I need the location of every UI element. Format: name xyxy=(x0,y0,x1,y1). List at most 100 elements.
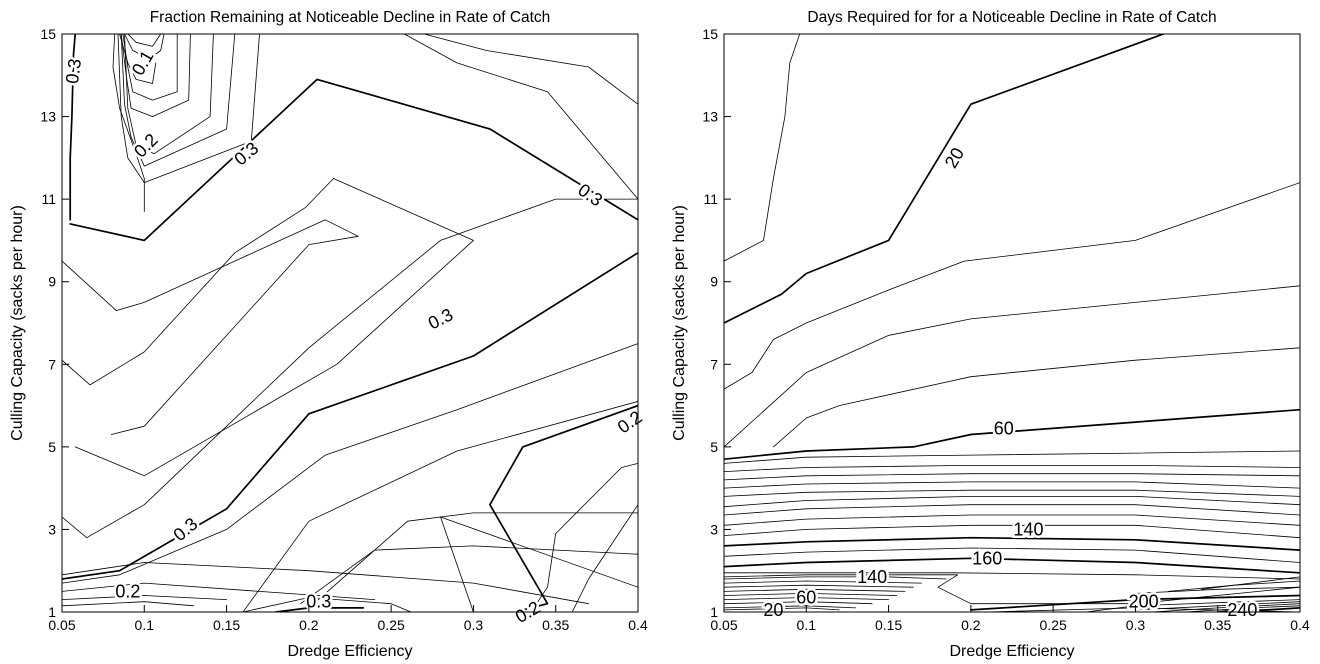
contour-label: 60 xyxy=(796,588,816,608)
x-tick-label: 0.25 xyxy=(378,617,405,633)
contour-line xyxy=(724,34,1165,324)
days-required-chart: Days Required for for a Noticeable Decli… xyxy=(671,9,1310,660)
contour-line xyxy=(440,516,638,612)
contour-line xyxy=(773,347,1300,448)
contour-label: 0.3 xyxy=(230,138,262,169)
contour-line xyxy=(724,408,1300,461)
x-tick-label: 0.25 xyxy=(1040,617,1067,633)
contour-label: 20 xyxy=(763,600,783,620)
contour-label: 0.3 xyxy=(425,304,456,333)
x-tick-label: 0.3 xyxy=(1126,617,1146,633)
contour-label: 240 xyxy=(1227,600,1257,620)
contour-line xyxy=(724,597,889,600)
contour-line xyxy=(1135,586,1300,594)
contour-line xyxy=(124,34,214,155)
contour-line xyxy=(242,597,412,612)
y-tick-label: 9 xyxy=(48,274,56,290)
contour-label: 0.3 xyxy=(169,514,201,545)
contour-line xyxy=(724,601,873,605)
contour-line xyxy=(571,504,638,612)
contour-lines xyxy=(724,34,1300,612)
x-tick-label: 0.15 xyxy=(213,617,240,633)
contour-line xyxy=(62,601,195,607)
x-tick-label: 0.4 xyxy=(628,617,648,633)
y-tick-label: 15 xyxy=(40,26,56,42)
contour-line xyxy=(724,182,1300,390)
x-tick-label: 0.4 xyxy=(1290,617,1310,633)
contour-line xyxy=(489,404,638,612)
x-tick-label: 0.1 xyxy=(135,617,155,633)
contour-line xyxy=(724,576,947,580)
contour-line xyxy=(62,219,359,435)
y-tick-label: 7 xyxy=(710,356,718,372)
contour-line xyxy=(724,557,1300,574)
x-tick-label: 0.35 xyxy=(1204,617,1231,633)
contour-line xyxy=(530,462,638,612)
x-tick-label: 0.15 xyxy=(875,617,902,633)
y-axis-label: Culling Capacity (sacks per hour) xyxy=(9,205,26,441)
contour-line xyxy=(970,594,1300,611)
y-tick-label: 11 xyxy=(703,191,718,207)
contour-line xyxy=(724,574,1300,605)
x-tick-label: 0.2 xyxy=(299,617,319,633)
contour-line xyxy=(1184,605,1300,612)
x-tick-label: 0.05 xyxy=(48,617,75,633)
contour-line xyxy=(122,34,178,101)
contour-line xyxy=(724,489,1300,497)
contour-line xyxy=(117,34,260,184)
contour-line xyxy=(724,584,914,588)
contour-line xyxy=(1167,580,1300,592)
contour-line xyxy=(724,593,898,596)
contour-line xyxy=(724,524,1300,539)
contour-label: 0.2 xyxy=(115,581,140,601)
contour-line xyxy=(724,605,857,609)
contour-line xyxy=(62,343,638,584)
contour-label: 200 xyxy=(1129,592,1159,612)
contour-label: 0.3 xyxy=(306,592,331,612)
x-axis-label: Dredge Efficiency xyxy=(287,643,412,660)
y-tick-label: 3 xyxy=(710,521,718,537)
contour-line xyxy=(62,562,589,605)
contour-line xyxy=(724,514,1300,526)
contour-line xyxy=(112,34,145,212)
contour-label: 60 xyxy=(994,418,1014,438)
contour-line xyxy=(62,198,638,539)
plot-frame xyxy=(61,33,639,613)
x-axis-label: Dredge Efficiency xyxy=(949,643,1074,660)
contour-label: 0.2 xyxy=(614,407,646,438)
contour-line xyxy=(120,34,191,117)
chart-title: Days Required for for a Noticeable Decli… xyxy=(807,9,1216,26)
y-tick-label: 7 xyxy=(48,356,56,372)
contour-label: 0.3 xyxy=(62,57,85,85)
y-tick-label: 5 xyxy=(48,439,56,455)
chart-title: Fraction Remaining at Noticeable Decline… xyxy=(150,9,551,26)
y-tick-label: 15 xyxy=(702,26,718,42)
x-tick-label: 0.2 xyxy=(961,617,981,633)
contour-line xyxy=(62,582,376,600)
contour-line xyxy=(308,512,638,609)
contour-label: 140 xyxy=(857,567,887,587)
y-tick-label: 13 xyxy=(702,109,718,125)
contour-line xyxy=(62,178,474,477)
contour-line xyxy=(724,473,1300,481)
contour-line xyxy=(724,481,1300,489)
y-tick-label: 11 xyxy=(41,191,56,207)
contour-lines xyxy=(62,34,638,612)
contour-line xyxy=(724,464,1300,473)
contour-label: 140 xyxy=(1013,519,1043,539)
x-tick-label: 0.35 xyxy=(542,617,569,633)
contour-line xyxy=(1200,576,1300,590)
contour-line xyxy=(300,545,638,605)
contour-label: 0.1 xyxy=(128,47,158,79)
y-tick-label: 9 xyxy=(710,274,718,290)
contour-line xyxy=(724,580,922,584)
y-axis-label: Culling Capacity (sacks per hour) xyxy=(671,205,688,441)
contour-line xyxy=(69,78,638,242)
plot-frame xyxy=(723,33,1301,613)
contour-line xyxy=(242,400,638,612)
contour-line xyxy=(62,251,638,580)
contour-line xyxy=(724,285,1300,448)
contour-label: 160 xyxy=(972,548,1002,568)
